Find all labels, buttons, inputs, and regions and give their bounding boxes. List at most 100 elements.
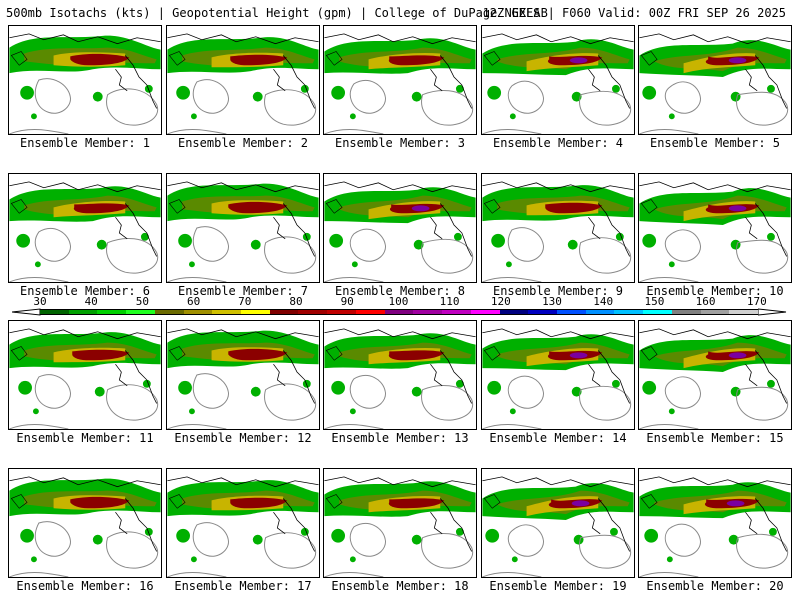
coastline — [10, 51, 28, 66]
colorbar-swatch — [585, 309, 615, 315]
jet-core — [228, 348, 288, 361]
height-contour — [482, 277, 542, 282]
coastline — [273, 363, 286, 387]
wind-blob — [455, 84, 464, 93]
wind-blob — [411, 534, 422, 545]
wind-blob — [302, 379, 311, 388]
coastline — [115, 363, 128, 387]
model-run-info: 12Z GEFS | F060 Valid: 00Z FRI SEP 26 20… — [482, 6, 786, 20]
wind-blob — [331, 85, 346, 100]
coastline — [10, 494, 28, 509]
ensemble-member-label: Ensemble Member: 5 — [649, 136, 781, 150]
wind-blob — [302, 232, 311, 241]
height-contour — [9, 424, 69, 429]
jet-max — [728, 352, 747, 359]
map-plot — [482, 328, 634, 429]
ensemble-member-label: Ensemble Member: 8 — [334, 284, 466, 298]
coastline — [483, 494, 501, 509]
coastline — [282, 498, 316, 552]
ensemble-map-panel — [323, 25, 477, 135]
height-contour — [507, 375, 544, 409]
coastline — [325, 199, 343, 214]
colorbar-tick-label: 130 — [542, 295, 562, 308]
coastline — [124, 203, 158, 257]
map-plot — [167, 328, 319, 429]
wind-blob — [20, 528, 34, 543]
header: 500mb Isotachs (kts) | Geopotential Heig… — [6, 4, 796, 22]
ensemble-member-label: Ensemble Member: 18 — [331, 579, 469, 593]
height-contour — [736, 533, 789, 569]
colorbar-tick-label: 50 — [135, 295, 150, 308]
colorbar-swatch — [212, 309, 242, 315]
colorbar-tick-label: 110 — [439, 295, 460, 308]
wind-blob — [730, 91, 741, 102]
height-contour — [106, 384, 159, 421]
wind-blob — [16, 233, 31, 248]
wind-blob — [190, 113, 197, 120]
coastline — [324, 181, 476, 193]
coastline — [482, 328, 634, 340]
ensemble-map-panel — [638, 468, 792, 578]
jet-core — [73, 203, 130, 214]
colorbar-swatch — [671, 309, 702, 315]
wind-blob — [668, 408, 675, 415]
coastline — [324, 476, 476, 488]
wind-blob — [189, 261, 195, 268]
jet-max — [411, 205, 430, 212]
coastline — [597, 203, 631, 257]
colorbar-swatch — [556, 309, 587, 315]
jet-core — [230, 54, 288, 66]
ensemble-member-label: Ensemble Member: 2 — [177, 136, 309, 150]
height-contour — [579, 237, 632, 274]
height-contour — [34, 78, 71, 114]
height-contour — [664, 376, 701, 409]
coastline — [754, 498, 788, 552]
wind-blob — [178, 380, 192, 395]
colorbar-tick-label: 90 — [340, 295, 354, 308]
height-contour — [421, 385, 474, 421]
coastline — [168, 494, 186, 509]
coastline — [430, 216, 443, 240]
coastline — [754, 203, 788, 257]
colorbar-tick-label: 170 — [746, 295, 767, 308]
coastline — [282, 350, 316, 404]
height-contour — [421, 533, 474, 569]
colorbar-swatch — [183, 309, 213, 315]
colorbar-tick-label: 60 — [186, 295, 201, 308]
height-contour — [482, 572, 542, 577]
colorbar-tick-label: 40 — [84, 295, 98, 308]
coastline — [282, 203, 316, 257]
jet-core — [70, 496, 130, 509]
jet-core — [388, 55, 445, 66]
coastline — [9, 328, 161, 340]
height-contour — [507, 227, 544, 262]
wind-blob — [612, 379, 620, 388]
map-plot — [167, 33, 319, 134]
colorbar-tick-label: 100 — [388, 295, 409, 308]
map-plot — [167, 476, 319, 577]
jet-core — [72, 349, 130, 361]
coastline — [282, 55, 316, 109]
coastline — [745, 511, 758, 535]
height-contour — [106, 531, 159, 569]
coastline — [9, 33, 161, 45]
coastline — [439, 55, 473, 109]
coastline — [325, 346, 343, 361]
coastline — [324, 328, 476, 340]
colorbar-swatch — [643, 309, 673, 315]
height-contour — [664, 229, 701, 262]
coastline — [482, 33, 634, 45]
coastline — [754, 55, 788, 109]
colorbar-swatch — [413, 309, 443, 315]
coastline — [597, 55, 631, 109]
coastline — [640, 199, 658, 214]
ensemble-member-label: Ensemble Member: 14 — [489, 431, 627, 445]
colorbar-swatch — [327, 309, 357, 315]
map-plot — [9, 476, 161, 577]
wind-blob — [767, 232, 775, 241]
coastline — [10, 199, 28, 214]
wind-blob — [34, 261, 41, 268]
wind-blob — [571, 91, 582, 102]
wind-blob — [487, 85, 502, 100]
jet-max — [728, 205, 747, 212]
